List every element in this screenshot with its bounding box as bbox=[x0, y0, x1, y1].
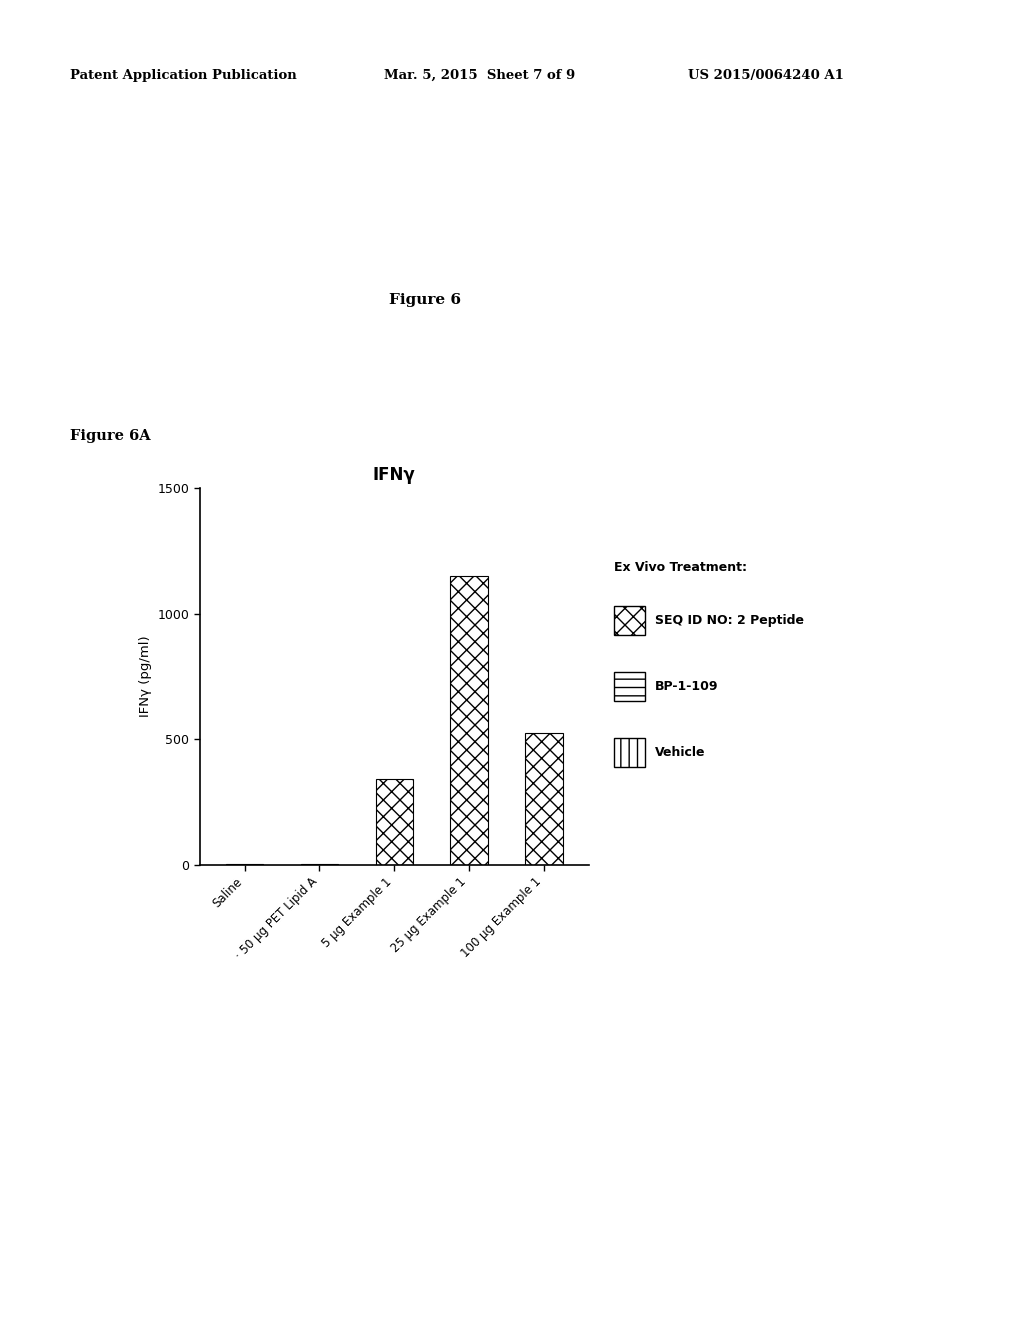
Text: US 2015/0064240 A1: US 2015/0064240 A1 bbox=[688, 69, 844, 82]
Y-axis label: IFNγ (pg/ml): IFNγ (pg/ml) bbox=[139, 636, 152, 717]
Bar bbox=[525, 733, 562, 865]
Text: SEQ ID NO: 2 Peptide: SEQ ID NO: 2 Peptide bbox=[655, 614, 805, 627]
Text: Patent Application Publication: Patent Application Publication bbox=[70, 69, 296, 82]
Text: Figure 6: Figure 6 bbox=[389, 293, 461, 306]
Text: Vehicle: Vehicle bbox=[655, 746, 706, 759]
Text: BP-1-109: BP-1-109 bbox=[655, 680, 719, 693]
Bar bbox=[376, 779, 413, 865]
Bar bbox=[451, 576, 487, 865]
Text: Figure 6A: Figure 6A bbox=[70, 429, 151, 442]
Text: Ex Vivo Treatment:: Ex Vivo Treatment: bbox=[614, 561, 748, 574]
Title: IFNγ: IFNγ bbox=[373, 466, 416, 484]
Text: Mar. 5, 2015  Sheet 7 of 9: Mar. 5, 2015 Sheet 7 of 9 bbox=[384, 69, 575, 82]
